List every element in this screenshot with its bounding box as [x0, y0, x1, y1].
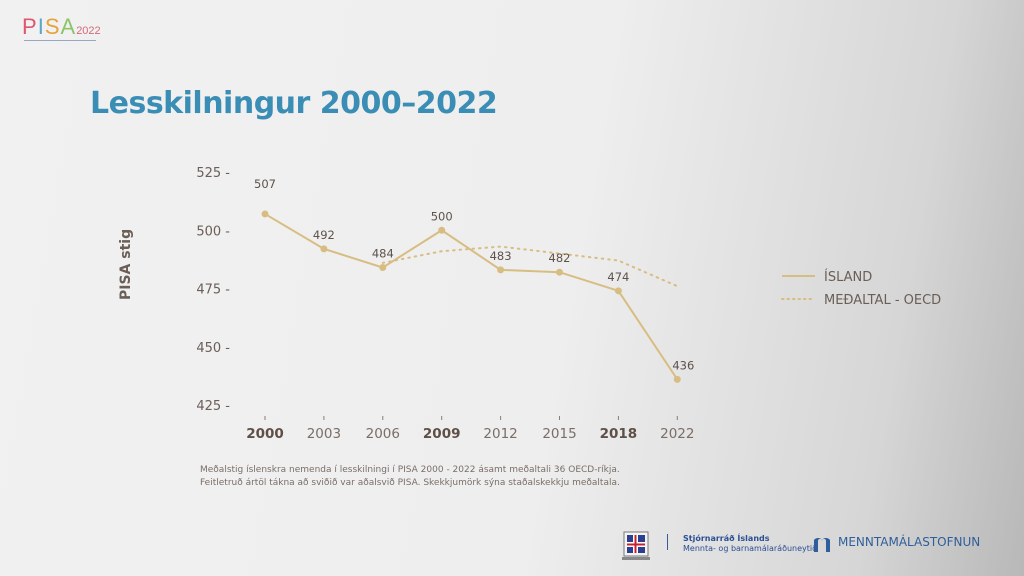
menntamalastofnun-logo-icon — [814, 538, 830, 552]
data-point-iceland — [379, 264, 387, 272]
y-tick-label: 500 - — [196, 224, 230, 239]
data-label: 482 — [549, 251, 571, 265]
data-point-iceland — [556, 268, 563, 276]
ministry-name: Stjórnarráð Íslands Mennta- og barnamála… — [683, 534, 817, 554]
logo-year: 2022 — [76, 25, 101, 37]
note-line-2: Feitletruð ártöl tákna að sviðið var aða… — [200, 477, 620, 488]
agency-name: MENNTAMÁLASTOFNUN — [838, 535, 981, 549]
page-title: Lesskilningur 2000–2022 — [90, 86, 498, 121]
y-tick-label: 450 - — [196, 341, 230, 356]
data-label: 484 — [372, 247, 394, 261]
x-tick-label: 2006 — [366, 426, 400, 442]
x-tick-label: 2022 — [660, 426, 694, 442]
pisa-logo: PISA2022 — [22, 14, 101, 39]
x-tick-label: 2015 — [542, 426, 576, 442]
y-tick-label: 475 - — [196, 283, 230, 298]
gov-line-2: Mennta- og barnamálaráðuneytið — [683, 544, 818, 553]
data-point-iceland — [438, 226, 446, 234]
data-label: 436 — [672, 358, 694, 372]
data-label: 474 — [607, 270, 629, 284]
x-tick-label: 2003 — [307, 426, 341, 442]
data-point-iceland — [320, 245, 328, 253]
footer-divider — [667, 534, 668, 550]
logo-underline — [24, 40, 96, 41]
data-point-iceland — [497, 266, 505, 274]
x-tick-label: 2012 — [483, 426, 517, 442]
data-label: 483 — [490, 249, 512, 263]
gov-line-1: Stjórnarráð Íslands — [683, 534, 770, 543]
coat-of-arms-icon — [622, 531, 650, 560]
series-line-oecd — [381, 245, 679, 288]
x-tick-label: 2009 — [423, 426, 461, 442]
data-label: 492 — [313, 228, 335, 242]
data-label: 500 — [431, 209, 453, 223]
x-tick-label: 2000 — [246, 426, 284, 442]
data-point-iceland — [261, 210, 269, 218]
data-point-iceland — [673, 375, 681, 383]
legend-label-oecd: MEÐALTAL - OECD — [824, 293, 941, 308]
chart-note: Meðalstig íslenskra nemenda í lesskilnin… — [200, 464, 620, 489]
y-tick-label: 425 - — [196, 399, 230, 414]
x-tick-label: 2018 — [600, 426, 638, 442]
data-label: 507 — [254, 177, 276, 191]
series-line-iceland — [264, 213, 679, 380]
data-point-iceland — [614, 287, 622, 295]
note-line-1: Meðalstig íslenskra nemenda í lesskilnin… — [200, 465, 620, 475]
y-tick-label: 525 - — [196, 166, 230, 181]
legend-label-iceland: ÍSLAND — [824, 269, 872, 285]
